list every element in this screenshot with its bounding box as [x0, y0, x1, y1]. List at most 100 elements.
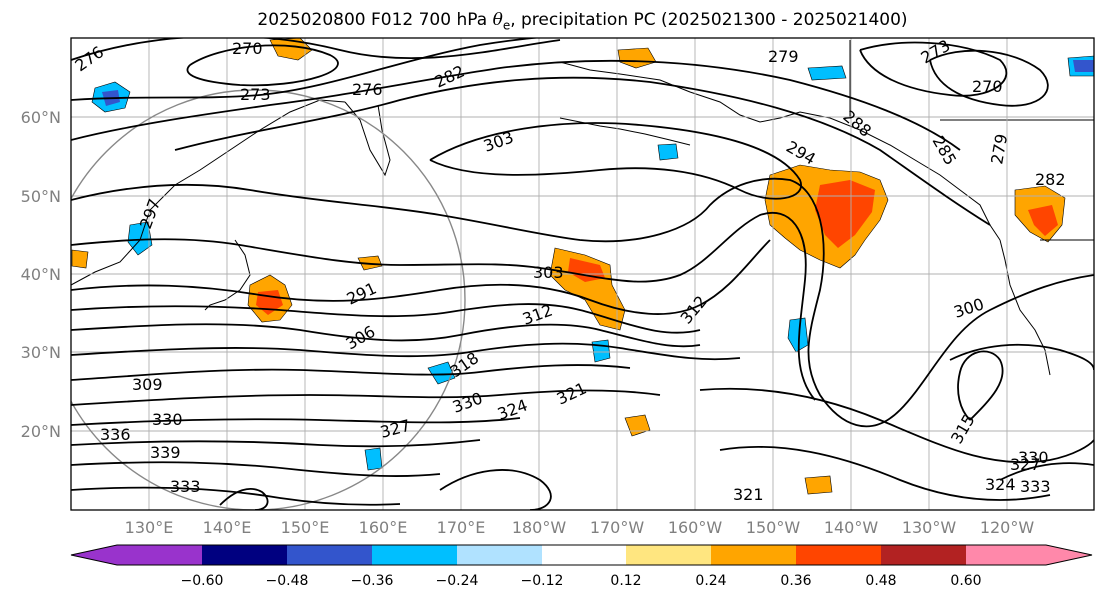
lon-label: 170°E [437, 518, 486, 537]
colorbar-extend-high [1046, 545, 1092, 565]
colorbar-outline [70, 544, 1093, 566]
precip-positive-core [1028, 205, 1058, 236]
lat-label: 60°N [21, 108, 61, 127]
lon-label: 150°W [746, 518, 801, 537]
colorbar-segment [881, 545, 966, 565]
colorbar-tick-label: −0.60 [181, 573, 224, 589]
contour-line [71, 323, 701, 348]
contour-label: 276 [352, 80, 383, 99]
alaska-coast [559, 61, 1001, 241]
colorbar-tick-label: 0.48 [865, 573, 896, 589]
precip-positive-area [804, 475, 833, 495]
colorbar [70, 544, 1093, 566]
contour-label: 282 [1035, 170, 1066, 189]
contour-line [219, 488, 269, 510]
reference-circle [71, 89, 466, 510]
contour-line [71, 303, 701, 334]
contour-label: 273 [240, 85, 271, 104]
lon-label: 170°W [590, 518, 645, 537]
coastlines [71, 40, 1094, 376]
contour-line [71, 239, 771, 315]
lat-label: 30°N [21, 343, 61, 362]
contour-line [186, 44, 339, 87]
colorbar-tick-label: 0.12 [610, 573, 641, 589]
precip-negative-area [591, 339, 611, 363]
contour-line [71, 486, 401, 506]
contour-label: 279 [768, 47, 799, 66]
colorbar-tick-label: −0.48 [266, 573, 309, 589]
north-america-coast [999, 239, 1051, 376]
colorbar-segment [202, 545, 287, 565]
precip-negative-core [1073, 60, 1094, 72]
lon-label: 180°W [512, 518, 567, 537]
contour-label: 270 [972, 77, 1003, 96]
contour-label: 327 [1010, 455, 1041, 474]
lon-label: 140°E [203, 518, 252, 537]
contour-label: 330 [152, 410, 183, 429]
east-asia-coast [71, 99, 346, 286]
colorbar-tick-label: −0.36 [351, 573, 394, 589]
colorbar-extend-low [71, 545, 117, 565]
contour-line [71, 59, 961, 151]
theta-symbol: θ [492, 10, 503, 30]
contour-label: 309 [132, 375, 163, 394]
contour-line [71, 38, 561, 61]
contour-line [71, 38, 542, 101]
map-content: 276 270 273 276 282 279 273 270 303 294 … [71, 38, 1094, 510]
contour-line [719, 445, 1051, 501]
contour-line [439, 469, 552, 510]
colorbar-segment [626, 545, 711, 565]
contour-line [699, 387, 1094, 464]
lon-label: 140°W [824, 518, 879, 537]
colorbar-tick-label: 0.24 [695, 573, 726, 589]
latitude-labels: 60°N 50°N 40°N 30°N 20°N [21, 108, 61, 441]
contour-line [859, 41, 1008, 97]
colorbar-tick-label: −0.24 [436, 573, 479, 589]
lon-label: 120°W [980, 518, 1035, 537]
contour-line [71, 389, 661, 406]
precipitation-shading [71, 38, 1094, 495]
colorbar-segment [711, 545, 796, 565]
contour-line [71, 342, 741, 361]
contour-label: 330 [1018, 448, 1049, 467]
title-prefix: 2025020800 F012 700 hPa [257, 10, 493, 30]
lon-label: 150°E [281, 518, 330, 537]
contour-line [71, 177, 1094, 428]
canada-border [849, 40, 1094, 241]
aleutian-islands [559, 117, 691, 146]
kamchatka-coast [344, 101, 391, 177]
colorbar-segment [457, 545, 542, 565]
contour-label: 270 [232, 39, 263, 58]
contour-line [174, 76, 991, 226]
precip-positive-core [568, 258, 605, 282]
lat-label: 40°N [21, 265, 61, 284]
theta-subscript: e [502, 18, 511, 33]
contour-label: 321 [733, 485, 764, 504]
contour-label: 333 [1020, 477, 1051, 496]
colorbar-segment [966, 545, 1046, 565]
contour-line [929, 49, 1049, 107]
colorbar-segment [117, 545, 202, 565]
colorbar-tick-label: 0.36 [780, 573, 811, 589]
colorbar-segment [542, 545, 626, 565]
contour-line [949, 343, 1094, 371]
colorbar-segment [372, 545, 457, 565]
lat-label: 50°N [21, 187, 61, 206]
chart-title: 2025020800 F012 700 hPa θe, precipitatio… [0, 10, 1105, 32]
colorbar-tick-label: −0.12 [521, 573, 564, 589]
contour-label: 339 [150, 443, 181, 462]
precip-positive-core [815, 180, 875, 248]
precip-negative-area [364, 447, 383, 471]
lon-label: 130°E [125, 518, 174, 537]
colorbar-tick-label: 0.60 [950, 573, 981, 589]
japan-islands [204, 239, 251, 311]
contour-line [957, 350, 1004, 421]
map-frame [70, 37, 1095, 511]
contour-label: 336 [100, 425, 131, 444]
contour-line [71, 364, 631, 381]
lon-label: 160°E [359, 518, 408, 537]
graticule [71, 38, 1094, 510]
longitude-labels: 130°E 140°E 150°E 160°E 170°E 180°W 170°… [125, 518, 1035, 537]
lat-label: 20°N [21, 422, 61, 441]
